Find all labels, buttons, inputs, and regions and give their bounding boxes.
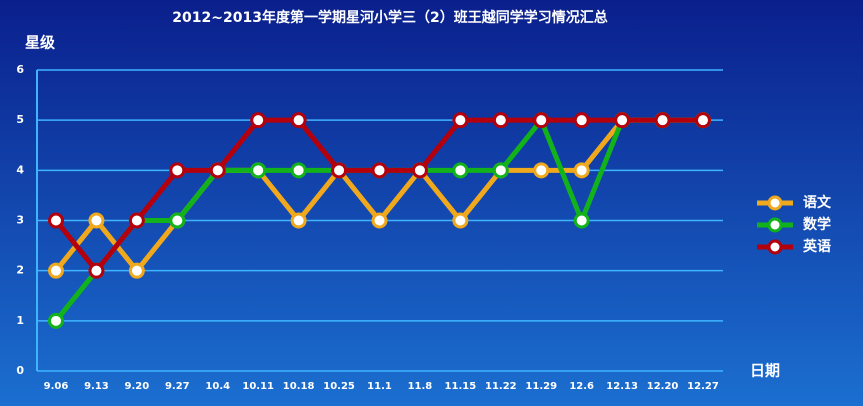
y-tick-label: 1 [16,314,24,327]
x-tick-label: 9.06 [44,381,69,392]
x-tick-label: 9.13 [84,381,109,392]
data-point [48,262,64,279]
legend-marker [767,239,783,255]
x-tick-label: 12.27 [687,381,719,392]
data-point [250,112,267,129]
data-point [209,162,226,179]
chart-title: 2012~2013年度第一学期星河小学三（2）班王越同学学习情况汇总 [172,9,607,26]
data-point [573,112,590,129]
data-point [250,162,267,179]
x-tick-label: 11.29 [525,381,557,392]
y-tick-label: 4 [16,163,24,176]
data-point [331,162,348,179]
y-tick-label: 3 [16,214,24,227]
data-point [573,162,590,179]
legend-label: 语文 [803,194,832,211]
x-tick-label: 10.25 [323,381,355,392]
data-point [128,262,145,279]
data-point [452,162,469,179]
y-tick-label: 2 [16,264,24,277]
x-tick-label: 10.18 [283,381,315,392]
data-point [695,112,711,129]
x-tick-label: 12.13 [606,381,638,392]
x-tick-label: 9.27 [165,381,190,392]
data-point [290,112,307,129]
x-axis-label: 日期 [750,362,780,380]
data-point [533,162,550,179]
data-point [48,212,64,229]
data-point [614,112,631,129]
y-tick-label: 5 [16,113,24,126]
x-tick-label: 9.20 [125,381,150,392]
data-point [533,112,550,129]
data-point [169,212,186,229]
x-tick-label: 11.22 [485,381,517,392]
data-point [290,212,307,229]
x-tick-label: 11.15 [445,381,477,392]
data-point [169,162,186,179]
legend-label: 数学 [803,216,831,233]
data-point [411,162,428,179]
data-point [573,212,590,229]
data-point [492,162,509,179]
legend-label: 英语 [802,238,831,255]
data-point [88,262,105,279]
data-point [128,212,145,229]
data-point [48,312,64,329]
data-point [492,112,509,129]
data-point [371,212,388,229]
x-tick-label: 12.20 [647,381,679,392]
x-tick-label: 11.8 [408,381,433,392]
legend-marker [767,195,783,211]
x-tick-label: 10.11 [242,381,274,392]
data-point [290,162,307,179]
y-tick-label: 6 [16,63,24,76]
x-tick-label: 11.1 [367,381,392,392]
legend-marker [767,217,783,233]
data-point [452,112,469,129]
data-point [654,112,671,129]
y-tick-label: 0 [16,364,24,377]
data-point [88,212,105,229]
data-point [452,212,469,229]
data-point [371,162,388,179]
x-tick-label: 10.4 [205,381,230,392]
y-axis-label: 星级 [25,34,56,52]
x-tick-label: 12.6 [569,381,594,392]
